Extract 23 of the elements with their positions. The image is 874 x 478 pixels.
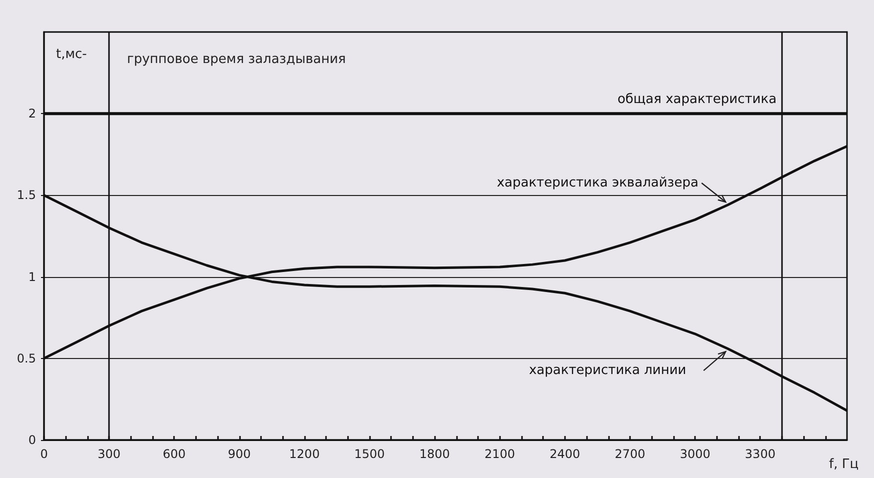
- text: характеристика линии: [528, 363, 686, 378]
- y-axis-title: t,мс-: [56, 47, 88, 62]
- x-tick-label: 600: [162, 447, 186, 461]
- y-tick-label: 2: [28, 106, 36, 121]
- x-tick-label: 300: [98, 447, 121, 461]
- y-tick-label: 1: [28, 270, 36, 284]
- y-tick-label: 0.5: [16, 351, 36, 366]
- x-tick-label: 0: [40, 447, 48, 461]
- x-tick-label: 2100: [484, 447, 516, 461]
- x-tick-label: 1800: [419, 447, 450, 461]
- x-tick-label: 3300: [744, 447, 776, 461]
- text: групповое время залаздывания: [127, 52, 346, 67]
- x-tick-label: 900: [228, 447, 251, 461]
- x-tick-label: 2400: [550, 447, 580, 461]
- x-tick-label: 1500: [354, 447, 385, 461]
- series-label: общая характеристика: [617, 92, 777, 108]
- y-tick-label: 0: [28, 433, 36, 447]
- x-axis-title: f, Гц: [829, 457, 859, 472]
- x-tick-label: 2700: [614, 447, 646, 461]
- series-label: характеристика эквалайзера: [496, 175, 698, 190]
- x-tick-label: 1200: [289, 447, 320, 461]
- y-tick-label: 1.5: [16, 188, 36, 202]
- x-tick-label: 3000: [680, 447, 710, 461]
